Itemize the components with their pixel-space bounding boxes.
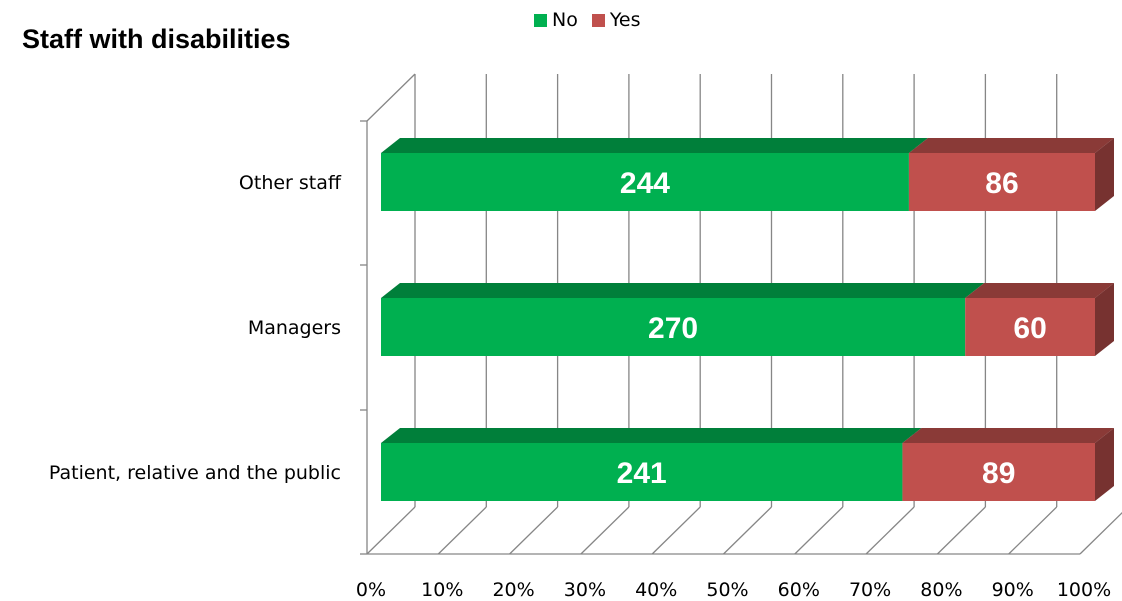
floor-gridline (437, 506, 487, 555)
floor-gridline (723, 506, 772, 555)
labels: 0% 10% 20% 30% 40% 50% 60% 70% 80% 90% 100% 241 89 Pa… (49, 167, 1111, 601)
bar-side-yes (1095, 283, 1114, 356)
floor-gridline (1008, 506, 1058, 555)
legend-swatch-yes (591, 13, 605, 27)
x-tick-label: 30% (564, 579, 606, 601)
x-tick-label: 70% (849, 579, 891, 601)
chart-title: Staff with disabilities (22, 24, 291, 54)
bar-side-yes (1095, 138, 1114, 211)
floor-gridline (794, 506, 844, 555)
floor-gridline (936, 506, 986, 555)
x-tick-label: 80% (920, 579, 962, 601)
side-wall-top-edge (366, 73, 416, 122)
x-tick-label: 10% (421, 579, 463, 601)
floor-gridline (651, 506, 701, 555)
bar-yes (965, 298, 1095, 356)
data-label: 86 (985, 167, 1018, 200)
data-label: 270 (648, 312, 698, 345)
x-tick-label: 40% (635, 579, 677, 601)
bar-yes (902, 443, 1095, 501)
legend: No Yes (534, 7, 655, 33)
x-tick-label: 50% (706, 579, 748, 601)
bar-no (381, 298, 966, 356)
legend-label-no: No (552, 9, 578, 31)
x-tick-label: 20% (492, 579, 534, 601)
bar-top-yes (908, 138, 1114, 153)
bar-top-yes (902, 428, 1114, 443)
bar-top-no (381, 428, 922, 443)
data-label: 89 (982, 457, 1015, 490)
data-label: 241 (617, 457, 667, 490)
legend-label-yes: Yes (609, 9, 641, 31)
x-tick-label: 60% (778, 579, 820, 601)
bar-top-yes (965, 283, 1114, 298)
data-label: 244 (620, 167, 670, 200)
floor-gridline (865, 506, 915, 555)
legend-swatch-no (534, 13, 547, 27)
category-label: Managers (248, 317, 341, 339)
x-tick-label: 0% (356, 579, 386, 601)
x-tick-label: 100% (1057, 579, 1111, 601)
data-label: 60 (1013, 312, 1046, 345)
legend-item-no: No (534, 9, 578, 31)
bar-no (381, 153, 909, 211)
bars (381, 138, 1114, 501)
floor-gridline (366, 506, 416, 555)
category-label: Patient, relative and the public (49, 462, 341, 484)
floor-gridline (1079, 511, 1122, 555)
bar-top-no (381, 138, 928, 153)
category-label: Other staff (239, 172, 342, 194)
floor-gridline (580, 506, 630, 555)
bar-no (381, 443, 903, 501)
bar-yes (908, 153, 1095, 211)
bar-top-no (381, 283, 985, 298)
floor-gridline (509, 506, 559, 555)
axes (360, 73, 1080, 555)
bar-side-yes (1095, 428, 1114, 501)
x-tick-label: 90% (992, 579, 1034, 601)
legend-item-yes: Yes (591, 9, 641, 31)
